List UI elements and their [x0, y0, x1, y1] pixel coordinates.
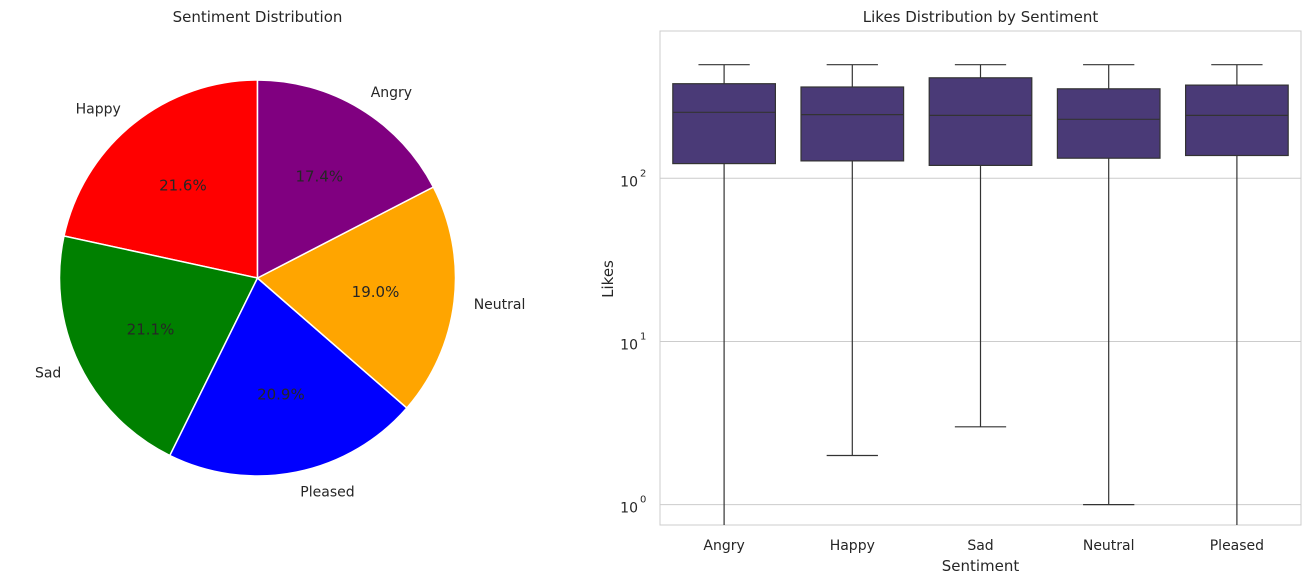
- pie-label-pleased: Pleased: [300, 485, 354, 501]
- pie-pct-angry: 17.4%: [295, 168, 343, 186]
- y-tick-exp-1: 0: [640, 495, 646, 506]
- y-tick-exp-10: 1: [640, 332, 646, 343]
- pie-chart: Sentiment Distribution Happy 21.6% Sad 21.1…: [35, 8, 525, 501]
- box-chart: Likes Distribution by Sentiment 10010110…: [599, 8, 1302, 575]
- box-iqr-angry: [672, 83, 776, 165]
- box-elements: [672, 64, 1289, 525]
- pie-slice-happy: [63, 79, 259, 279]
- box-chart-title: Likes Distribution by Sentiment: [863, 8, 1099, 26]
- pie-slices: [58, 79, 457, 477]
- y-tick-base-1: 10: [620, 501, 638, 517]
- box-iqr-neutral: [1056, 88, 1161, 159]
- pie-label-angry: Angry: [371, 85, 412, 101]
- pie-label-happy: Happy: [76, 102, 121, 118]
- y-tick-exp-100: 2: [640, 168, 646, 179]
- pie-pct-pleased: 20.9%: [257, 386, 305, 404]
- box-x-axis-label: Sentiment: [942, 557, 1020, 575]
- pie-slice-neutral: [256, 185, 457, 410]
- pie-labels: Happy 21.6% Sad 21.1% Pleased 20.9% Neutral 19.…: [35, 85, 525, 501]
- pie-slice-pleased: [168, 276, 408, 477]
- pie-slice-angry: [256, 79, 435, 280]
- x-tick-pleased: Pleased: [1210, 538, 1264, 554]
- x-tick-happy: Happy: [830, 538, 875, 554]
- pie-slice-sad: [58, 235, 259, 457]
- box-neutral: [1056, 64, 1161, 506]
- box-y-axis-label: Likes: [599, 260, 617, 298]
- pie-pct-neutral: 19.0%: [352, 283, 400, 301]
- box-iqr-pleased: [1184, 84, 1289, 157]
- box-pleased: [1184, 64, 1289, 525]
- box-sad: [928, 64, 1033, 428]
- box-iqr-sad: [928, 77, 1033, 167]
- x-tick-angry: Angry: [703, 538, 744, 554]
- box-angry: [672, 64, 776, 525]
- box-happy: [800, 64, 905, 457]
- box-x-ticks: Angry Happy Sad Neutral Pleased: [703, 538, 1264, 554]
- y-tick-base-100: 10: [620, 174, 638, 190]
- pie-chart-title: Sentiment Distribution: [173, 8, 343, 26]
- x-tick-sad: Sad: [967, 538, 993, 554]
- pie-pct-happy: 21.6%: [159, 177, 207, 195]
- x-tick-neutral: Neutral: [1083, 538, 1135, 554]
- box-iqr-happy: [800, 86, 905, 162]
- pie-pct-sad: 21.1%: [127, 321, 175, 339]
- pie-label-neutral: Neutral: [474, 297, 526, 313]
- pie-label-sad: Sad: [35, 366, 61, 382]
- y-tick-base-10: 10: [620, 338, 638, 354]
